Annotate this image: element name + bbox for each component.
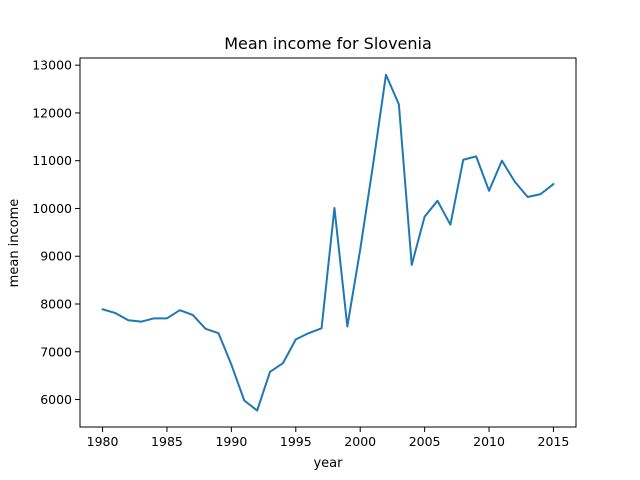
y-tick-label: 10000 [32,201,72,216]
y-tick-label: 13000 [32,58,72,73]
chart-title: Mean income for Slovenia [224,34,432,53]
x-tick-label: 1985 [151,434,183,449]
x-tick-label: 2005 [409,434,441,449]
y-tick-label: 8000 [40,297,72,312]
y-axis-label: mean income [7,199,22,288]
plot-area: 1980 1985 1990 1995 2000 2005 2010 2015 6000 7000… [32,57,577,449]
x-tick-label: 2015 [538,434,570,449]
y-tick-label: 11000 [32,153,72,168]
y-tick-label: 7000 [40,344,72,359]
y-tick-label: 9000 [40,249,72,264]
axes-frame [79,57,577,428]
series-line [101,73,555,412]
x-tick-label: 1990 [215,434,247,449]
y-tick-label: 12000 [32,105,72,120]
x-tick-label: 1980 [87,434,119,449]
y-tick-label: 6000 [40,392,72,407]
x-tick-label: 2000 [344,434,376,449]
x-tick-label: 1995 [280,434,312,449]
x-tick-label: 2010 [473,434,505,449]
x-axis-label: year [313,456,343,471]
